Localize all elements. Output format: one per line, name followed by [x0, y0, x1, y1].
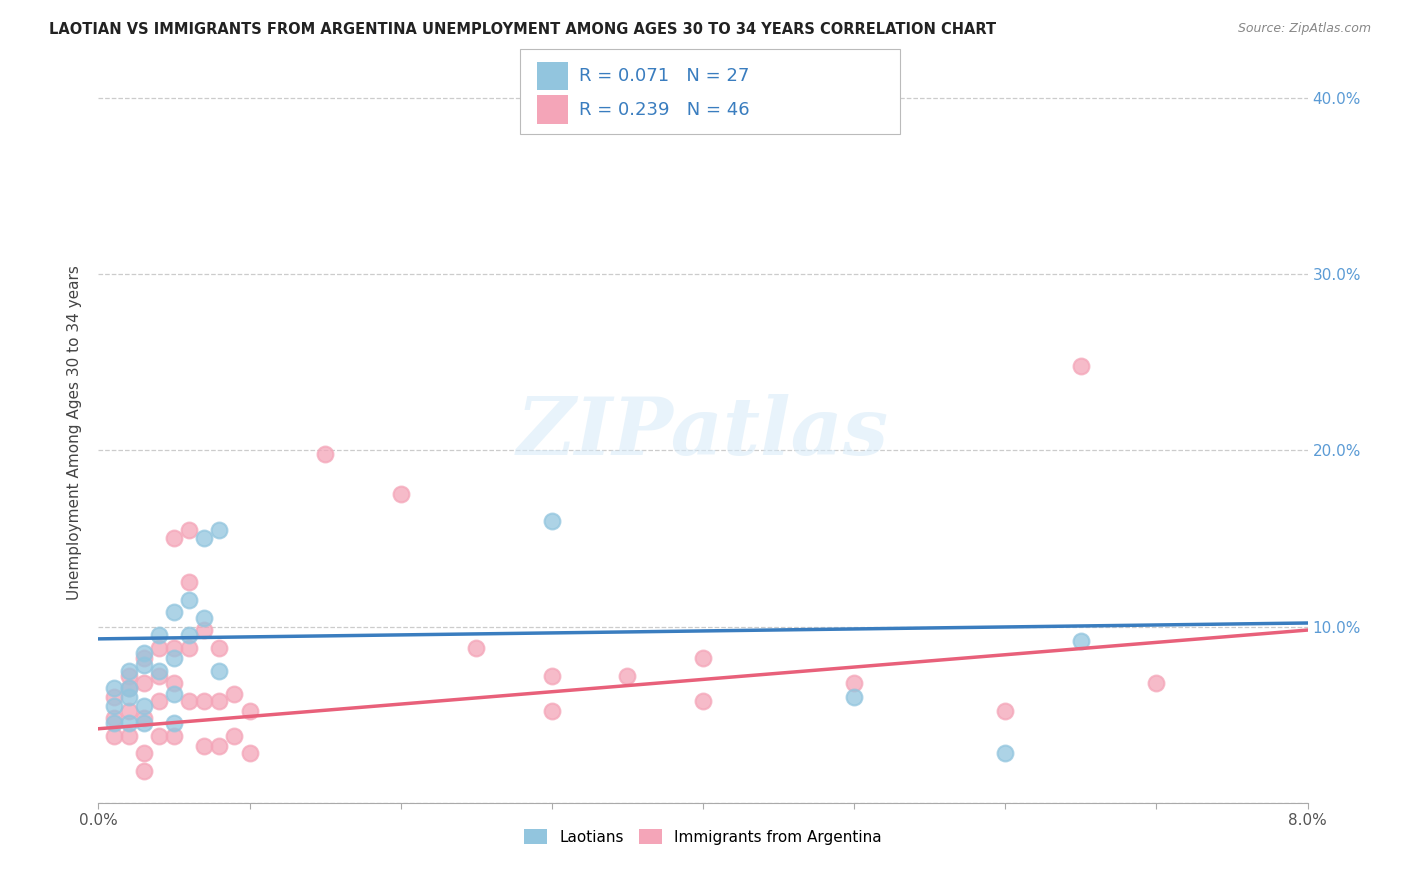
- Point: [163, 729, 186, 743]
- Point: [540, 669, 562, 683]
- Point: [132, 651, 155, 665]
- Point: [616, 669, 638, 683]
- Point: [118, 664, 141, 678]
- Point: [208, 739, 231, 754]
- Point: [163, 676, 186, 690]
- Text: R = 0.071   N = 27: R = 0.071 N = 27: [579, 67, 749, 85]
- Point: [118, 681, 141, 696]
- Point: [132, 764, 155, 778]
- Point: [692, 693, 714, 707]
- Point: [193, 610, 215, 624]
- Legend: Laotians, Immigrants from Argentina: Laotians, Immigrants from Argentina: [517, 822, 889, 851]
- Point: [163, 651, 186, 665]
- Point: [132, 676, 155, 690]
- Point: [1146, 676, 1168, 690]
- Point: [103, 681, 125, 696]
- Point: [118, 669, 141, 683]
- Text: R = 0.239   N = 46: R = 0.239 N = 46: [579, 101, 749, 119]
- Point: [224, 686, 246, 700]
- Point: [540, 704, 562, 718]
- Point: [163, 532, 186, 546]
- Point: [844, 676, 866, 690]
- Point: [118, 704, 141, 718]
- Text: LAOTIAN VS IMMIGRANTS FROM ARGENTINA UNEMPLOYMENT AMONG AGES 30 TO 34 YEARS CORR: LAOTIAN VS IMMIGRANTS FROM ARGENTINA UNE…: [49, 22, 997, 37]
- Point: [148, 640, 170, 655]
- Point: [193, 532, 215, 546]
- Point: [179, 693, 201, 707]
- Point: [132, 698, 155, 713]
- Point: [103, 690, 125, 704]
- Point: [132, 646, 155, 660]
- Point: [994, 704, 1017, 718]
- Point: [389, 487, 412, 501]
- Point: [208, 523, 231, 537]
- Point: [118, 690, 141, 704]
- Point: [179, 523, 201, 537]
- Point: [224, 729, 246, 743]
- Point: [148, 669, 170, 683]
- Point: [179, 593, 201, 607]
- Y-axis label: Unemployment Among Ages 30 to 34 years: Unemployment Among Ages 30 to 34 years: [67, 265, 83, 600]
- Point: [179, 575, 201, 590]
- Point: [692, 651, 714, 665]
- Point: [163, 716, 186, 731]
- Point: [118, 716, 141, 731]
- Text: Source: ZipAtlas.com: Source: ZipAtlas.com: [1237, 22, 1371, 36]
- Point: [179, 628, 201, 642]
- Point: [1070, 633, 1092, 648]
- Point: [208, 640, 231, 655]
- Point: [132, 716, 155, 731]
- Point: [994, 747, 1017, 761]
- Point: [314, 447, 336, 461]
- Point: [465, 640, 488, 655]
- Point: [239, 747, 262, 761]
- Point: [844, 690, 866, 704]
- Point: [1070, 359, 1092, 373]
- Point: [148, 729, 170, 743]
- Point: [193, 623, 215, 637]
- Text: ZIPatlas: ZIPatlas: [517, 394, 889, 471]
- Point: [103, 729, 125, 743]
- Point: [103, 716, 125, 731]
- Point: [193, 693, 215, 707]
- Point: [208, 693, 231, 707]
- Point: [163, 686, 186, 700]
- Point: [239, 704, 262, 718]
- Point: [118, 681, 141, 696]
- Point: [163, 606, 186, 620]
- Point: [132, 747, 155, 761]
- Point: [148, 628, 170, 642]
- Point: [103, 711, 125, 725]
- Point: [118, 729, 141, 743]
- Point: [540, 514, 562, 528]
- Point: [148, 693, 170, 707]
- Point: [132, 711, 155, 725]
- Point: [103, 698, 125, 713]
- Point: [132, 658, 155, 673]
- Point: [179, 640, 201, 655]
- Point: [163, 640, 186, 655]
- Point: [148, 664, 170, 678]
- Point: [208, 664, 231, 678]
- Point: [193, 739, 215, 754]
